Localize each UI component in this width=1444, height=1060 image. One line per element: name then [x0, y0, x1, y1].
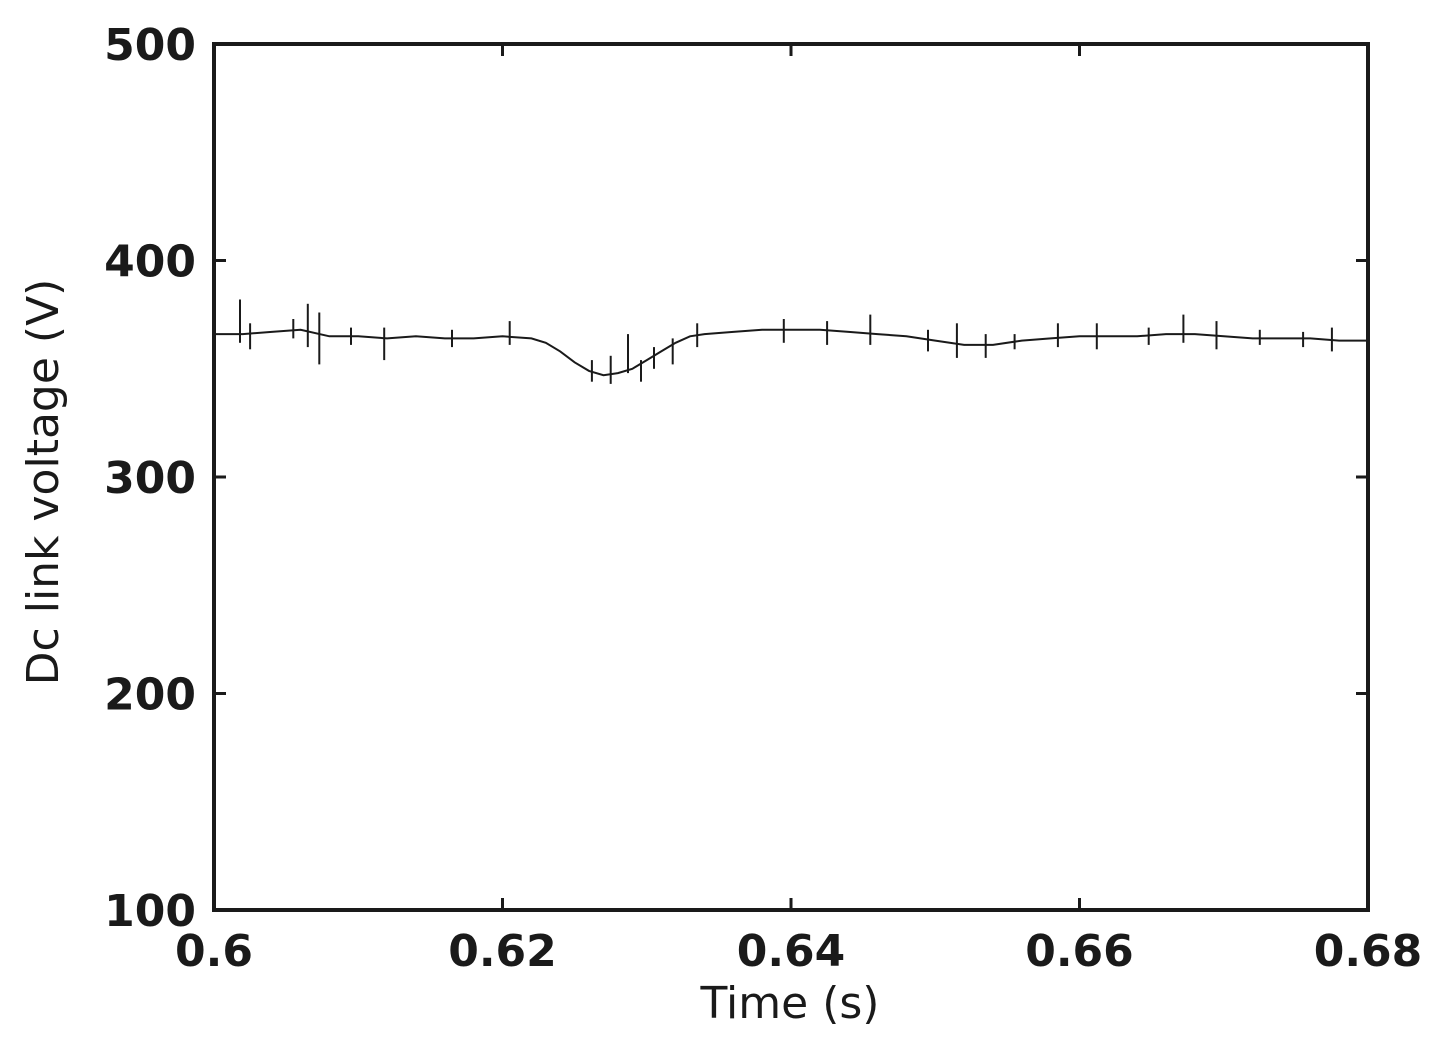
y-tick-label: 400: [104, 237, 196, 288]
plot-marks: [214, 299, 1368, 384]
x-tick-label: 0.62: [448, 926, 557, 977]
y-tick-label: 100: [104, 886, 196, 937]
x-tick-label: 0.68: [1314, 926, 1423, 977]
x-tick-label: 0.66: [1025, 926, 1134, 977]
x-axis-label: Time (s): [700, 978, 880, 1029]
y-tick-label: 500: [104, 20, 196, 71]
y-tick-label: 300: [104, 453, 196, 504]
tick-labels: 0.6 0.62 0.64 0.66 0.68 100 200 300 400 500: [104, 20, 1422, 977]
y-axis-label: Dc link voltage (V): [18, 279, 69, 686]
x-tick-label: 0.6: [175, 926, 253, 977]
y-tick-label: 200: [104, 670, 196, 721]
plot-frame: [212, 42, 1370, 912]
series-line-0: [214, 328, 1368, 377]
x-tick-label: 0.64: [737, 926, 846, 977]
